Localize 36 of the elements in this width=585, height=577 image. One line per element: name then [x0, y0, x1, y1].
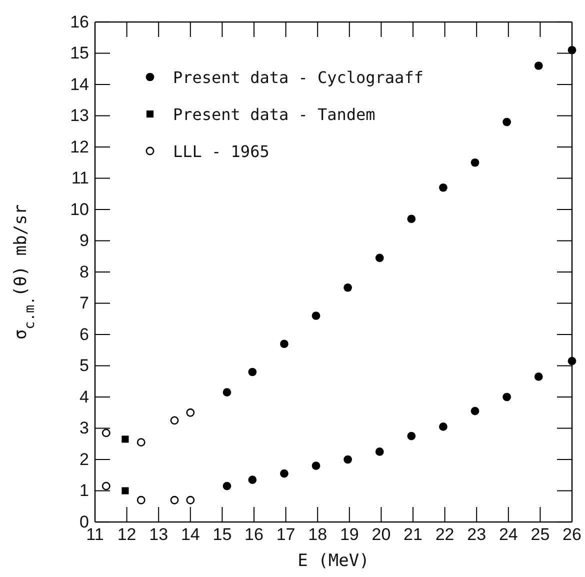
y-tick-label: 13 — [70, 106, 89, 126]
x-tick-label: 13 — [149, 525, 168, 544]
legend-label: LLL - 1965 — [173, 142, 270, 161]
y-tick-label: 3 — [80, 418, 89, 438]
x-tick-label: 20 — [372, 525, 391, 544]
x-tick-label: 23 — [467, 525, 486, 544]
y-tick-label: 8 — [80, 262, 89, 282]
y-tick-label: 14 — [70, 74, 89, 94]
x-tick-label: 25 — [530, 525, 550, 544]
y-tick-label: 15 — [70, 44, 89, 63]
x-tick-label: 22 — [435, 525, 454, 544]
x-tick-label: 14 — [180, 525, 200, 544]
legend-label: Present data - Cyclograaff — [173, 68, 424, 87]
y-tick-label: 9 — [80, 231, 89, 250]
x-tick-label: 18 — [308, 525, 328, 544]
x-tick-label: 16 — [244, 525, 264, 544]
y-tick-label: 1 — [80, 481, 89, 500]
y-tick-label: 12 — [70, 137, 89, 156]
y-tick-label: 5 — [80, 356, 89, 376]
y-tick-label: 11 — [71, 168, 89, 188]
y-tick-label: 0 — [80, 512, 89, 532]
x-tick-label: 15 — [212, 525, 232, 544]
legend-label: Present data - Tandem — [173, 105, 376, 124]
x-tick-label: 19 — [340, 525, 359, 544]
x-axis-title: E (MeV) — [298, 551, 370, 571]
x-tick-label: 12 — [117, 525, 136, 544]
x-tick-label: 17 — [276, 525, 296, 544]
y-tick-label: 6 — [80, 324, 89, 344]
y-tick-label: 10 — [70, 200, 89, 219]
y-tick-label: 7 — [80, 294, 89, 313]
y-tick-label: 2 — [80, 450, 89, 469]
y-tick-label: 16 — [70, 12, 89, 32]
x-tick-label: 21 — [404, 525, 422, 544]
x-tick-label: 24 — [498, 525, 518, 544]
x-tick-label: 26 — [562, 525, 582, 544]
y-tick-label: 4 — [80, 387, 89, 406]
